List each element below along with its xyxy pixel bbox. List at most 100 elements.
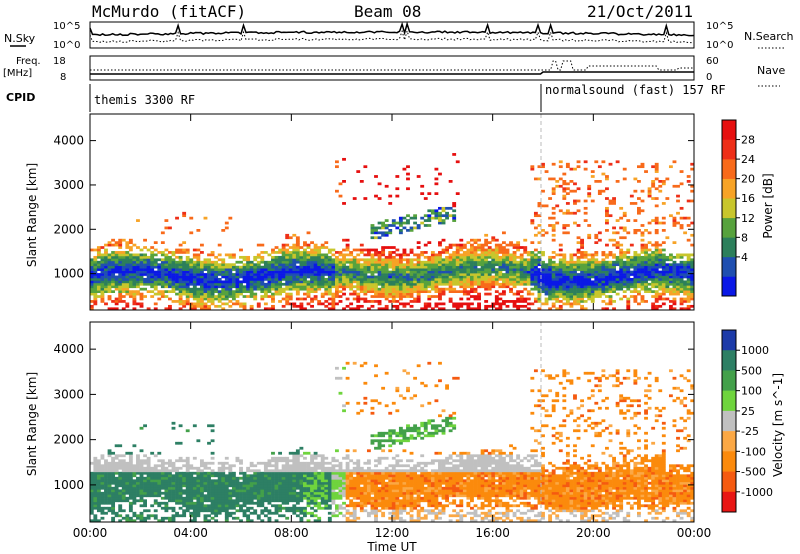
power-echo-cell xyxy=(558,177,563,181)
velocity-echo-cell xyxy=(111,504,116,508)
power-echo-cell xyxy=(466,285,471,289)
power-echo-cell xyxy=(445,211,449,215)
power-echo-cell xyxy=(576,302,581,306)
velocity-echo-cell xyxy=(271,459,275,463)
power-echo-cell xyxy=(295,278,300,281)
power-echo-cell xyxy=(278,260,283,264)
velocity-echo-cell xyxy=(295,494,300,498)
power-echo-cell xyxy=(89,304,94,308)
velocity-echo-cell xyxy=(278,499,283,503)
power-echo-cell xyxy=(676,255,680,259)
velocity-echo-cell xyxy=(171,496,176,500)
velocity-echo-cell xyxy=(221,491,226,495)
power-echo-cell xyxy=(555,265,560,269)
power-echo-cell xyxy=(594,236,599,240)
velocity-echo-cell xyxy=(263,489,268,493)
velocity-echo-cell xyxy=(217,486,222,490)
power-echo-cell xyxy=(89,263,94,267)
power-echo-cell xyxy=(114,275,119,279)
power-echo-cell xyxy=(303,275,307,279)
velocity-echo-cell xyxy=(299,446,304,450)
power-echo-cell xyxy=(498,251,503,254)
velocity-echo-cell xyxy=(150,484,155,488)
power-echo-cell xyxy=(470,251,474,254)
power-echo-cell xyxy=(395,285,400,289)
power-echo-cell xyxy=(473,258,478,262)
power-echo-cell xyxy=(629,265,634,269)
power-echo-cell xyxy=(658,282,663,286)
power-echo-cell xyxy=(612,202,616,205)
velocity-echo-cell xyxy=(125,479,130,483)
power-echo-cell xyxy=(544,204,549,208)
power-echo-cell xyxy=(459,265,464,269)
velocity-echo-cell xyxy=(246,509,251,513)
power-echo-cell xyxy=(303,251,307,254)
power-echo-cell xyxy=(565,275,570,279)
power-echo-cell xyxy=(199,263,204,267)
power-echo-cell xyxy=(647,273,652,276)
power-echo-cell xyxy=(651,251,656,254)
power-echo-cell xyxy=(189,295,194,298)
velocity-echo-cell xyxy=(288,469,293,473)
power-echo-cell xyxy=(359,180,364,183)
power-echo-cell xyxy=(366,270,371,274)
velocity-echo-cell xyxy=(171,481,176,485)
velocity-echo-cell xyxy=(299,499,304,503)
power-echo-cell xyxy=(214,290,219,293)
power-echo-cell xyxy=(274,280,279,284)
power-echo-cell xyxy=(629,202,634,205)
power-echo-cell xyxy=(672,216,677,220)
power-echo-cell xyxy=(413,263,418,267)
power-echo-cell xyxy=(391,300,396,303)
velocity-echo-cell xyxy=(256,491,261,495)
power-echo-cell xyxy=(661,216,666,220)
power-echo-cell xyxy=(228,282,233,286)
power-echo-cell xyxy=(224,265,229,269)
noise-tick-high-right: 10^5 xyxy=(706,21,733,32)
power-echo-cell xyxy=(615,258,620,262)
power-echo-cell xyxy=(150,263,155,267)
power-echo-cell xyxy=(505,268,510,271)
power-echo-cell xyxy=(686,265,691,269)
power-echo-cell xyxy=(253,278,258,281)
power-echo-cell xyxy=(317,255,322,259)
power-echo-cell xyxy=(185,285,190,289)
power-echo-cell xyxy=(455,290,460,293)
power-echo-cell xyxy=(118,260,123,264)
velocity-echo-cell xyxy=(104,494,108,498)
velocity-echo-cell xyxy=(89,519,94,523)
power-echo-cell xyxy=(320,273,325,276)
power-echo-cell xyxy=(310,265,314,269)
power-echo-cell xyxy=(402,295,407,298)
power-echo-cell xyxy=(416,263,421,267)
velocity-echo-cell xyxy=(175,459,179,463)
power-echo-cell xyxy=(242,270,247,274)
power-echo-cell xyxy=(526,265,531,269)
power-echo-cell xyxy=(608,263,613,267)
velocity-echo-cell xyxy=(93,499,98,503)
power-echo-cell xyxy=(505,282,510,286)
power-echo-cell xyxy=(249,278,254,281)
power-echo-cell xyxy=(466,282,471,286)
power-echo-cell xyxy=(676,270,680,274)
velocity-echo-cell xyxy=(178,424,183,428)
power-echo-cell xyxy=(498,255,503,259)
power-echo-cell xyxy=(114,241,119,244)
velocity-echo-cell xyxy=(132,474,137,478)
power-echo-cell xyxy=(192,268,197,271)
power-echo-cell xyxy=(327,260,332,264)
power-echo-cell xyxy=(299,273,304,276)
power-echo-cell xyxy=(189,282,194,286)
power-echo-cell xyxy=(107,268,112,271)
power-echo-cell xyxy=(501,273,506,276)
power-echo-cell xyxy=(434,302,439,306)
velocity-echo-cell xyxy=(104,461,108,465)
power-echo-cell xyxy=(427,216,432,220)
power-echo-cell xyxy=(416,285,421,289)
velocity-echo-cell xyxy=(178,494,183,498)
power-echo-cell xyxy=(413,214,418,218)
power-echo-cell xyxy=(306,292,311,296)
power-echo-cell xyxy=(605,255,609,259)
power-echo-cell xyxy=(676,275,680,279)
power-echo-cell xyxy=(175,287,179,291)
